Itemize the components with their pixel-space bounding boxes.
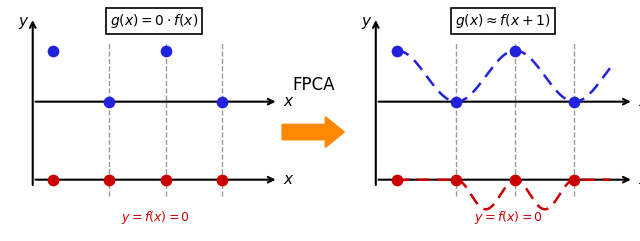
Text: $x$: $x$ <box>283 172 294 187</box>
Text: $y = f(x) = 0$: $y = f(x) = 0$ <box>120 209 189 226</box>
Point <box>104 100 115 104</box>
Text: $x$: $x$ <box>638 172 640 187</box>
Point <box>48 178 58 182</box>
Point <box>451 178 461 182</box>
Text: $y = f(x) = 0$: $y = f(x) = 0$ <box>474 209 543 226</box>
Point <box>161 49 171 53</box>
Point <box>451 100 461 104</box>
Text: $y$: $y$ <box>361 15 372 31</box>
FancyArrow shape <box>282 117 344 147</box>
Text: $y = g(x)$: $y = g(x)$ <box>104 12 153 29</box>
Text: FPCA: FPCA <box>292 75 335 94</box>
Text: $y$: $y$ <box>19 15 30 31</box>
Point <box>570 178 580 182</box>
Point <box>392 49 402 53</box>
Point <box>161 178 171 182</box>
Text: $g(x) \approx f(x+1)$: $g(x) \approx f(x+1)$ <box>455 12 551 30</box>
Point <box>104 178 115 182</box>
Point <box>570 100 580 104</box>
Text: $g(x) = 0 \cdot f(x)$: $g(x) = 0 \cdot f(x)$ <box>110 12 198 30</box>
Point <box>217 178 227 182</box>
Text: $x$: $x$ <box>638 94 640 109</box>
Point <box>510 178 520 182</box>
Point <box>392 178 402 182</box>
Point <box>48 49 58 53</box>
Point <box>510 49 520 53</box>
Text: $x$: $x$ <box>283 94 294 109</box>
Point <box>217 100 227 104</box>
